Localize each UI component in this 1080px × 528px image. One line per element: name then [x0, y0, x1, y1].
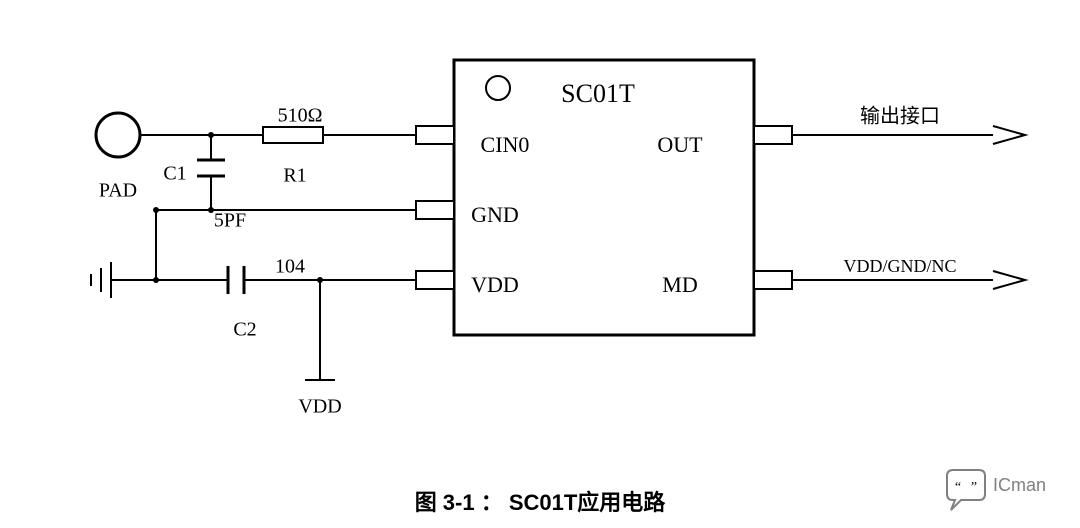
- r1-value: 510Ω: [278, 105, 323, 127]
- pin-label-GND: GND: [471, 202, 519, 227]
- resistor-r1: [263, 127, 323, 143]
- figure-caption: 图 3-1 ： SC01T应用电路: [415, 490, 667, 515]
- pin-label-VDD: VDD: [471, 272, 519, 297]
- pin-label-MD: MD: [662, 272, 697, 297]
- output-label-OUT: 输出接口: [860, 105, 940, 128]
- pin-stub-GND: [416, 201, 454, 219]
- output-arrow-MD: [993, 271, 1025, 289]
- pad-label: PAD: [99, 180, 137, 202]
- r1-name: R1: [283, 165, 306, 187]
- pad-symbol: [96, 113, 140, 157]
- circuit-diagram: SC01T CIN0 GND VDD OUT 输出接口 MD VDD/GND/NC PAD 510…: [0, 0, 1080, 528]
- chip-pin1-marker: [486, 76, 510, 100]
- c1-value: 5PF: [214, 210, 246, 232]
- vdd-tap-label: VDD: [298, 396, 341, 418]
- c2-name: C2: [233, 319, 256, 341]
- pin-stub-OUT: [754, 126, 792, 144]
- output-label-MD: VDD/GND/NC: [843, 256, 956, 276]
- watermark-icon: [947, 470, 985, 510]
- pin-stub-MD: [754, 271, 792, 289]
- watermark-text: ICman: [993, 475, 1046, 495]
- output-arrow-OUT: [993, 126, 1025, 144]
- vdd-junction: [317, 277, 323, 283]
- svg-text:”: ”: [971, 480, 977, 495]
- svg-text:“: “: [955, 480, 961, 495]
- c1-name: C1: [163, 163, 186, 185]
- pin-label-CIN0: CIN0: [481, 132, 530, 157]
- c2-value: 104: [275, 256, 305, 278]
- pin-stub-VDD: [416, 271, 454, 289]
- pin-label-OUT: OUT: [657, 132, 703, 157]
- chip-name: SC01T: [561, 79, 635, 108]
- pin-stub-CIN0: [416, 126, 454, 144]
